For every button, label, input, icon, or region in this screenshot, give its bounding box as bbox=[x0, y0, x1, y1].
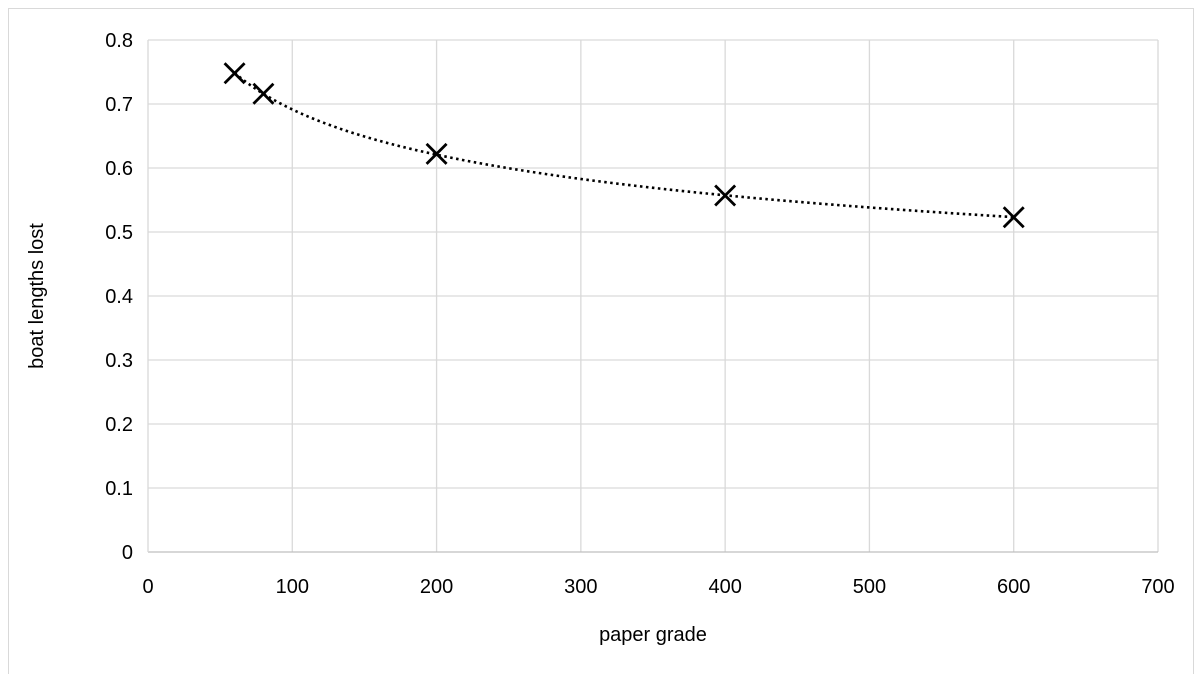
x-tick-label: 500 bbox=[853, 576, 886, 598]
y-tick-label: 0.6 bbox=[105, 158, 133, 180]
x-tick-label: 400 bbox=[708, 576, 741, 598]
x-tick-label: 100 bbox=[276, 576, 309, 598]
x-tick-label: 200 bbox=[420, 576, 453, 598]
chart-frame bbox=[8, 8, 1194, 674]
y-tick-label: 0.3 bbox=[105, 350, 133, 372]
x-axis-title: paper grade bbox=[599, 624, 707, 646]
data-point-x-marker bbox=[1002, 206, 1025, 229]
power-trendline bbox=[233, 71, 1014, 219]
x-tick-label: 600 bbox=[997, 576, 1030, 598]
y-tick-label: 0.1 bbox=[105, 478, 133, 500]
x-tick-label: 700 bbox=[1141, 576, 1174, 598]
y-tick-label: 0.4 bbox=[105, 286, 133, 308]
data-point-x-marker bbox=[252, 82, 275, 105]
y-tick-label: 0.2 bbox=[105, 414, 133, 436]
data-markers bbox=[223, 62, 1025, 229]
data-point-x-marker bbox=[223, 62, 246, 85]
x-tick-label: 0 bbox=[142, 576, 153, 598]
axes bbox=[147, 40, 1158, 553]
y-tick-label: 0.8 bbox=[105, 30, 133, 52]
y-tick-label: 0 bbox=[122, 542, 133, 564]
y-tick-label: 0.7 bbox=[105, 94, 133, 116]
data-point-x-marker bbox=[425, 142, 448, 165]
y-tick-label: 0.5 bbox=[105, 222, 133, 244]
trendline-layer bbox=[233, 71, 1014, 219]
y-axis-title: boat lengths lost bbox=[26, 223, 48, 369]
gridlines bbox=[148, 39, 1159, 552]
data-point-x-marker bbox=[714, 184, 737, 207]
x-tick-labels: 0 100 200 300 400 500 600 700 bbox=[142, 576, 1174, 598]
x-tick-label: 300 bbox=[564, 576, 597, 598]
y-tick-labels: 0 0.1 0.2 0.3 0.4 0.5 0.6 0.7 0.8 bbox=[105, 30, 133, 564]
